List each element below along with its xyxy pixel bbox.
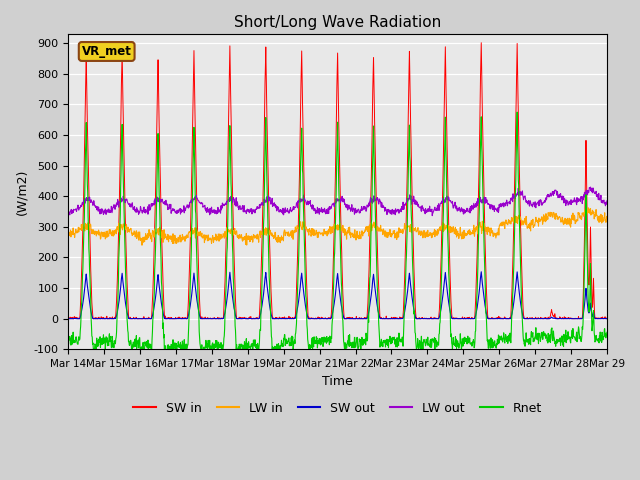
LW out — [603, 198, 611, 204]
SW out — [420, 316, 428, 322]
X-axis label: Time: Time — [322, 374, 353, 387]
SW in — [420, 316, 428, 322]
SW in — [603, 316, 611, 322]
SW in — [184, 316, 191, 322]
LW in — [65, 231, 72, 237]
Rnet — [162, 355, 170, 361]
Line: SW in: SW in — [68, 43, 607, 319]
LW out — [587, 184, 595, 190]
Line: SW out: SW out — [68, 272, 607, 319]
Title: Short/Long Wave Radiation: Short/Long Wave Radiation — [234, 15, 441, 30]
SW out — [289, 316, 296, 322]
LW out — [276, 207, 284, 213]
Rnet — [420, 338, 428, 344]
Text: VR_met: VR_met — [82, 45, 132, 58]
Line: Rnet: Rnet — [68, 112, 607, 358]
SW in — [509, 251, 517, 257]
Rnet — [289, 348, 297, 354]
SW out — [477, 269, 485, 275]
LW in — [276, 235, 284, 240]
SW out — [184, 316, 191, 322]
LW out — [509, 191, 517, 197]
LW out — [556, 195, 563, 201]
LW in — [584, 205, 592, 211]
LW in — [184, 234, 191, 240]
SW out — [556, 316, 563, 322]
SW out — [509, 305, 517, 311]
Rnet — [603, 329, 611, 335]
SW in — [556, 315, 563, 321]
LW in — [289, 236, 297, 242]
LW out — [184, 202, 191, 208]
Rnet — [513, 109, 521, 115]
SW in — [65, 316, 72, 322]
SW in — [477, 40, 485, 46]
Rnet — [184, 342, 191, 348]
Line: LW out: LW out — [68, 187, 607, 216]
LW in — [509, 215, 517, 221]
Rnet — [556, 338, 564, 344]
Line: LW in: LW in — [68, 208, 607, 245]
SW out — [65, 316, 72, 322]
LW in — [420, 230, 428, 236]
LW out — [428, 213, 436, 218]
SW in — [289, 315, 296, 321]
LW in — [138, 242, 146, 248]
LW in — [603, 215, 611, 220]
LW out — [289, 206, 296, 212]
Rnet — [509, 286, 517, 292]
Legend: SW in, LW in, SW out, LW out, Rnet: SW in, LW in, SW out, LW out, Rnet — [129, 396, 547, 420]
Y-axis label: (W/m2): (W/m2) — [15, 168, 28, 215]
Rnet — [276, 343, 284, 349]
Rnet — [65, 342, 72, 348]
LW in — [556, 214, 563, 219]
LW out — [420, 207, 428, 213]
SW out — [276, 316, 284, 322]
LW out — [65, 208, 72, 214]
SW in — [276, 314, 284, 320]
SW out — [603, 316, 611, 322]
